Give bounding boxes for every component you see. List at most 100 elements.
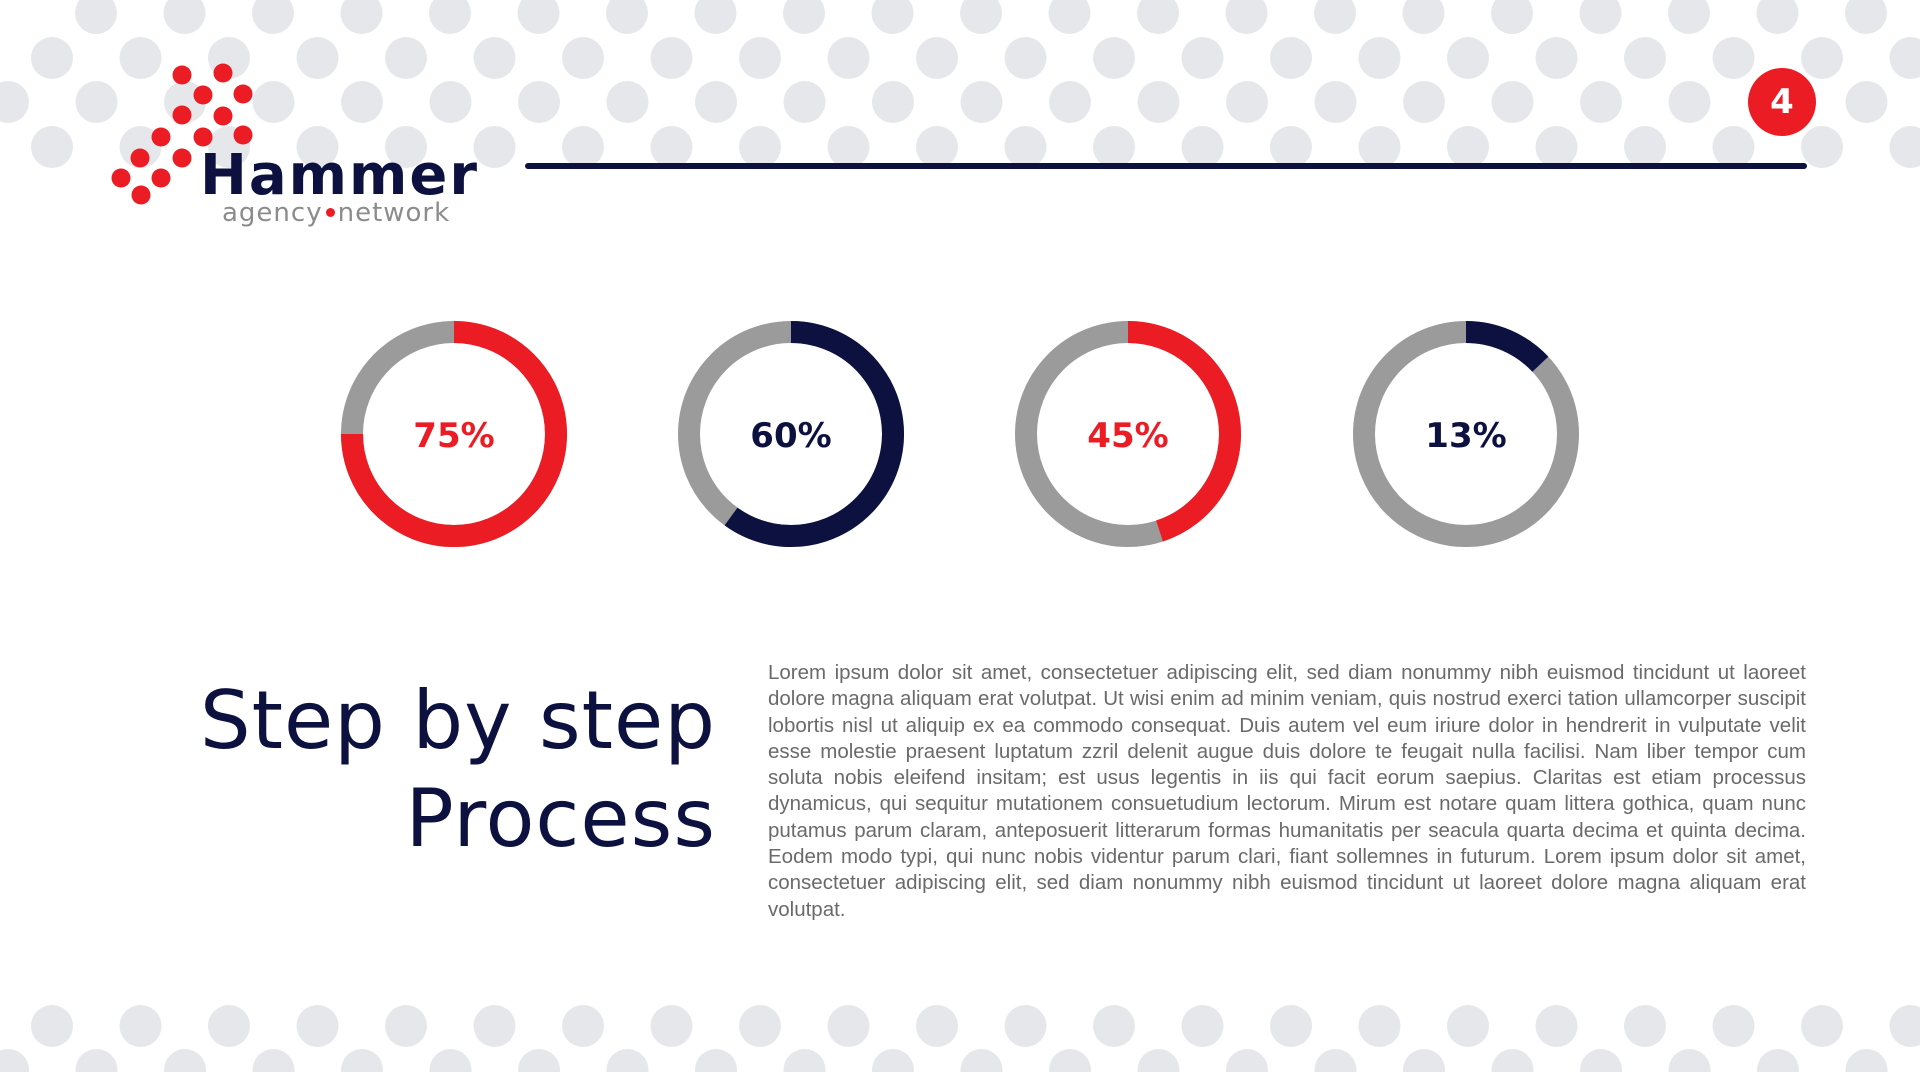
pattern-dot: [960, 1049, 1003, 1072]
logo-dot: [172, 148, 192, 168]
logo-dot: [131, 185, 151, 205]
pattern-dot: [650, 1005, 693, 1047]
pattern-dot: [827, 126, 870, 168]
pattern-dot: [1181, 37, 1224, 79]
pattern-dot: [75, 0, 117, 34]
pattern-dot: [1358, 1005, 1401, 1047]
logo-dot: [151, 168, 171, 188]
pattern-dot: [518, 1049, 560, 1072]
pattern-dot: [1580, 81, 1622, 123]
pattern-dot: [783, 1049, 826, 1072]
pattern-dot: [1093, 1005, 1135, 1047]
pattern-dot: [75, 1049, 118, 1072]
logo-dot: [233, 84, 253, 104]
pattern-dot: [960, 81, 1003, 123]
pattern-dot: [1049, 81, 1091, 123]
header-rule: [525, 163, 1807, 169]
donut-value-arc: [724, 321, 904, 547]
donut-chart-2: 60%: [678, 321, 904, 547]
pattern-dot: [1491, 0, 1533, 34]
pattern-dot: [119, 126, 162, 168]
pattern-dot: [208, 1005, 250, 1047]
pattern-dot: [296, 126, 339, 168]
pattern-dot: [739, 37, 781, 79]
pattern-dot: [296, 37, 339, 79]
section-heading: Step by step Process: [120, 672, 716, 868]
pattern-dot: [1403, 1049, 1445, 1072]
logo-tagline: agency network: [222, 200, 450, 226]
logo-dot: [213, 106, 233, 126]
pattern-dot: [1757, 1049, 1799, 1072]
pattern-dot: [1801, 1005, 1843, 1047]
pattern-dot: [872, 1049, 914, 1072]
pattern-dot: [340, 0, 383, 34]
pattern-dot: [1093, 126, 1135, 168]
pattern-dot: [429, 1049, 472, 1072]
pattern-dot: [1889, 37, 1920, 79]
pattern-dot: [871, 0, 914, 34]
pattern-dot: [739, 1005, 781, 1047]
pattern-dot: [783, 0, 825, 34]
logo-wordmark: Hammer: [200, 143, 479, 208]
pattern-dot: [1624, 1005, 1666, 1047]
pattern-dot: [1447, 126, 1489, 168]
pattern-dot: [1137, 0, 1179, 34]
logo-dot: [213, 63, 233, 83]
pattern-dot: [872, 81, 914, 123]
dot-pattern-top: [0, 0, 1920, 168]
logo-tagline-right: network: [337, 198, 451, 228]
pattern-dot: [1447, 37, 1489, 79]
pattern-dot: [1270, 126, 1312, 168]
pattern-dot: [650, 126, 693, 168]
pattern-dot: [1491, 1049, 1534, 1072]
page-number-badge: 4: [1748, 68, 1816, 136]
logo-tagline-left: agency: [222, 198, 323, 228]
pattern-dot: [916, 126, 958, 168]
pattern-dot: [1403, 81, 1445, 123]
pattern-dot: [650, 37, 693, 79]
pattern-dot: [1314, 1049, 1357, 1072]
pattern-dot: [119, 1005, 162, 1047]
logo-mark-icon: [111, 63, 253, 205]
heading-line-2: Process: [405, 772, 716, 865]
pattern-dot: [473, 126, 516, 168]
heading-line-1: Step by step: [199, 674, 716, 767]
pattern-dot: [252, 0, 294, 34]
pattern-dot: [1004, 37, 1047, 79]
pattern-dot: [473, 1005, 516, 1047]
donut-value-arc: [341, 321, 567, 547]
pattern-dot: [827, 1005, 870, 1047]
logo-dot: [193, 85, 213, 105]
pattern-dot: [1535, 37, 1578, 79]
logo-dot: [193, 127, 213, 147]
logo-dot: [151, 127, 171, 147]
pattern-dot: [473, 37, 516, 79]
pattern-dot: [1049, 1049, 1091, 1072]
pattern-dot: [1580, 1049, 1622, 1072]
pattern-dot: [606, 1049, 649, 1072]
pattern-dot: [1225, 0, 1268, 34]
pattern-dot: [916, 37, 958, 79]
pattern-dot: [31, 126, 73, 168]
dot-pattern-bottom: [0, 1005, 1920, 1072]
pattern-dot: [1004, 1005, 1047, 1047]
pattern-dot: [1181, 126, 1224, 168]
pattern-dot: [1845, 1049, 1888, 1072]
donut-value-label: 75%: [413, 416, 494, 456]
pattern-dot: [783, 81, 826, 123]
donut-value-label: 60%: [750, 416, 831, 456]
pattern-dot: [1004, 126, 1047, 168]
pattern-dot: [1093, 37, 1135, 79]
pattern-dot: [1712, 126, 1755, 168]
pattern-dot: [0, 1049, 29, 1072]
pattern-dot: [1447, 1005, 1489, 1047]
pattern-dot: [1668, 81, 1711, 123]
pattern-dot: [695, 81, 737, 123]
pattern-dot: [1535, 1005, 1578, 1047]
pattern-dot: [1270, 1005, 1312, 1047]
donut-value-arc: [1465, 321, 1549, 372]
pattern-dot: [518, 81, 560, 123]
pattern-dot: [739, 126, 781, 168]
pattern-dot: [0, 81, 29, 123]
pattern-dot: [429, 0, 471, 34]
